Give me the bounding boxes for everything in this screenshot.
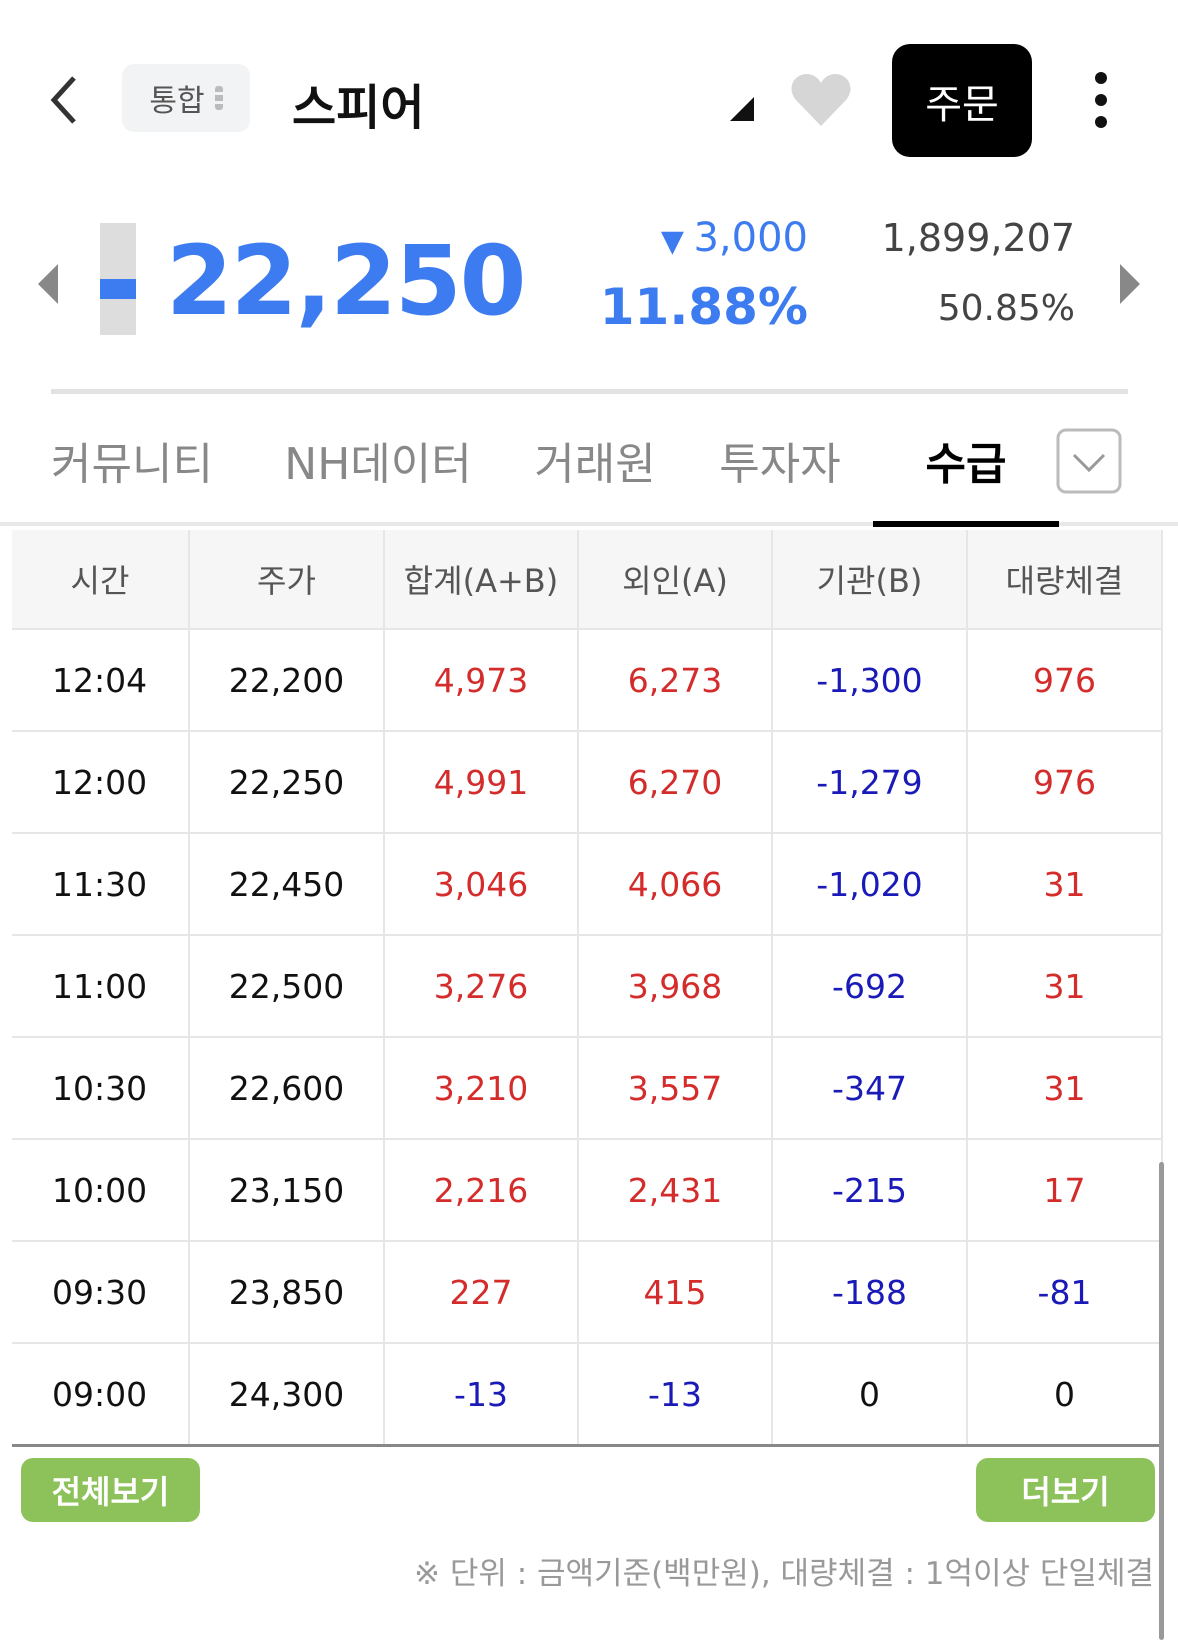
time-cell: 11:30 bbox=[12, 834, 190, 936]
value-cell: 976 bbox=[968, 630, 1163, 732]
market-badge[interactable]: 통합 bbox=[122, 64, 250, 132]
value-cell: 976 bbox=[968, 732, 1163, 834]
tab-dropdown[interactable] bbox=[1056, 428, 1122, 494]
supply-table: 시간 주가 합계(A+B) 외인(A) 기관(B) 대량체결 12:04 22,200 4,97… bbox=[12, 530, 1163, 1448]
badge-icon bbox=[214, 86, 223, 110]
prev-arrow[interactable] bbox=[36, 262, 62, 306]
value-cell: -347 bbox=[773, 1038, 968, 1140]
badge-text: 통합 bbox=[149, 84, 205, 119]
value-cell: 0 bbox=[968, 1344, 1163, 1446]
tab[interactable]: 투자자 bbox=[719, 439, 841, 490]
time-cell: 11:00 bbox=[12, 936, 190, 1038]
value-cell: 22,500 bbox=[190, 936, 385, 1038]
value-cell: 4,066 bbox=[579, 834, 773, 936]
order-button[interactable]: 주문 bbox=[892, 44, 1032, 157]
table-bottom-line bbox=[12, 1444, 1163, 1447]
value-cell: 22,600 bbox=[190, 1038, 385, 1140]
value-cell: 3,276 bbox=[385, 936, 579, 1038]
time-cell: 12:00 bbox=[12, 732, 190, 834]
column-header: 주가 bbox=[190, 530, 385, 630]
value-cell: 23,850 bbox=[190, 1242, 385, 1344]
value-cell: 3,557 bbox=[579, 1038, 773, 1140]
time-cell: 12:04 bbox=[12, 630, 190, 732]
value-cell: 3,210 bbox=[385, 1038, 579, 1140]
column-header: 대량체결 bbox=[968, 530, 1163, 630]
next-arrow[interactable] bbox=[1116, 262, 1142, 306]
price-range-bar bbox=[100, 223, 136, 335]
value-cell: -1,279 bbox=[773, 732, 968, 834]
value-cell: 31 bbox=[968, 834, 1163, 936]
value-cell: -1,020 bbox=[773, 834, 968, 936]
value-cell: -13 bbox=[579, 1344, 773, 1446]
value-cell: 17 bbox=[968, 1140, 1163, 1242]
time-cell: 10:30 bbox=[12, 1038, 190, 1140]
value-cell: 3,046 bbox=[385, 834, 579, 936]
active-tab-underline bbox=[873, 521, 1059, 527]
divider bbox=[51, 389, 1128, 394]
volume-rate: 50.85% bbox=[937, 288, 1075, 329]
value-cell: 3,968 bbox=[579, 936, 773, 1038]
value-cell: -692 bbox=[773, 936, 968, 1038]
tab[interactable]: 커뮤니티 bbox=[51, 439, 213, 490]
value-cell: 23,150 bbox=[190, 1140, 385, 1242]
favorite-heart[interactable] bbox=[790, 72, 852, 128]
value-cell: 6,270 bbox=[579, 732, 773, 834]
value-cell: 4,991 bbox=[385, 732, 579, 834]
more-menu[interactable] bbox=[1086, 70, 1116, 130]
column-header: 기관(B) bbox=[773, 530, 968, 630]
value-cell: -188 bbox=[773, 1242, 968, 1344]
more-button[interactable]: 더보기 bbox=[976, 1458, 1155, 1522]
value-cell: 24,300 bbox=[190, 1344, 385, 1446]
value-cell: 415 bbox=[579, 1242, 773, 1344]
change-rate: 11.88% bbox=[599, 278, 808, 336]
unit-note: ※ 단위 : 금액기준(백만원), 대량체결 : 1억이상 단일체결 bbox=[413, 1556, 1154, 1592]
column-header: 시간 bbox=[12, 530, 190, 630]
tab[interactable]: NH데이터 bbox=[284, 439, 472, 490]
value-cell: -215 bbox=[773, 1140, 968, 1242]
tab[interactable]: 거래원 bbox=[534, 439, 656, 490]
value-cell: 31 bbox=[968, 1038, 1163, 1140]
column-header: 외인(A) bbox=[579, 530, 773, 630]
value-cell: -1,300 bbox=[773, 630, 968, 732]
value-cell: -81 bbox=[968, 1242, 1163, 1344]
back-button[interactable] bbox=[40, 70, 90, 130]
view-all-button[interactable]: 전체보기 bbox=[21, 1458, 200, 1522]
value-cell: 22,250 bbox=[190, 732, 385, 834]
time-cell: 09:30 bbox=[12, 1242, 190, 1344]
down-icon: ▼ bbox=[660, 224, 694, 259]
current-price: 22,250 bbox=[166, 225, 526, 337]
value-cell: 22,200 bbox=[190, 630, 385, 732]
value-cell: 2,216 bbox=[385, 1140, 579, 1242]
price-change: ▼ 3,000 bbox=[661, 215, 808, 261]
scrollbar bbox=[1159, 1162, 1164, 1640]
value-cell: 22,450 bbox=[190, 834, 385, 936]
tab-bottom-line bbox=[0, 522, 1178, 526]
volume: 1,899,207 bbox=[881, 216, 1075, 260]
value-cell: 31 bbox=[968, 936, 1163, 1038]
time-cell: 09:00 bbox=[12, 1344, 190, 1446]
value-cell: 4,973 bbox=[385, 630, 579, 732]
value-cell: 2,431 bbox=[579, 1140, 773, 1242]
dropdown-triangle[interactable] bbox=[728, 95, 758, 125]
value-cell: 227 bbox=[385, 1242, 579, 1344]
column-header: 합계(A+B) bbox=[385, 530, 579, 630]
value-cell: 6,273 bbox=[579, 630, 773, 732]
value-cell: -13 bbox=[385, 1344, 579, 1446]
change-value: 3,000 bbox=[693, 215, 808, 261]
tab[interactable]: 수급 bbox=[925, 439, 1007, 490]
value-cell: 0 bbox=[773, 1344, 968, 1446]
stock-title: 스피어 bbox=[292, 80, 425, 136]
time-cell: 10:00 bbox=[12, 1140, 190, 1242]
